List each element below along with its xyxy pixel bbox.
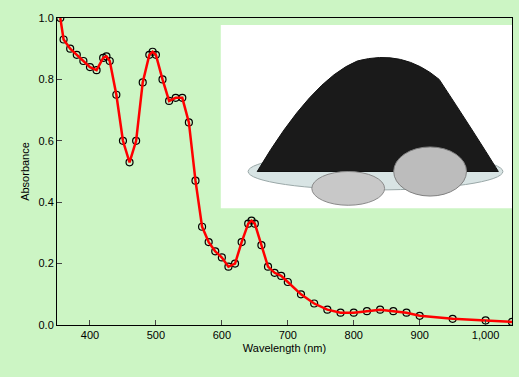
- svg-text:Wavelength (nm): Wavelength (nm): [243, 342, 326, 354]
- svg-text:0.4: 0.4: [39, 196, 54, 208]
- svg-text:700: 700: [279, 329, 297, 341]
- svg-text:0.2: 0.2: [39, 257, 54, 269]
- svg-text:500: 500: [147, 329, 165, 341]
- svg-text:0.0: 0.0: [39, 319, 54, 331]
- svg-text:400: 400: [81, 329, 99, 341]
- svg-text:0.8: 0.8: [39, 73, 54, 85]
- svg-text:0.6: 0.6: [39, 135, 54, 147]
- svg-text:Absorbance: Absorbance: [19, 142, 31, 201]
- svg-text:800: 800: [345, 329, 363, 341]
- svg-text:900: 900: [411, 329, 429, 341]
- svg-text:600: 600: [213, 329, 231, 341]
- svg-text:1.0: 1.0: [39, 12, 54, 24]
- svg-text:1,000: 1,000: [472, 329, 500, 341]
